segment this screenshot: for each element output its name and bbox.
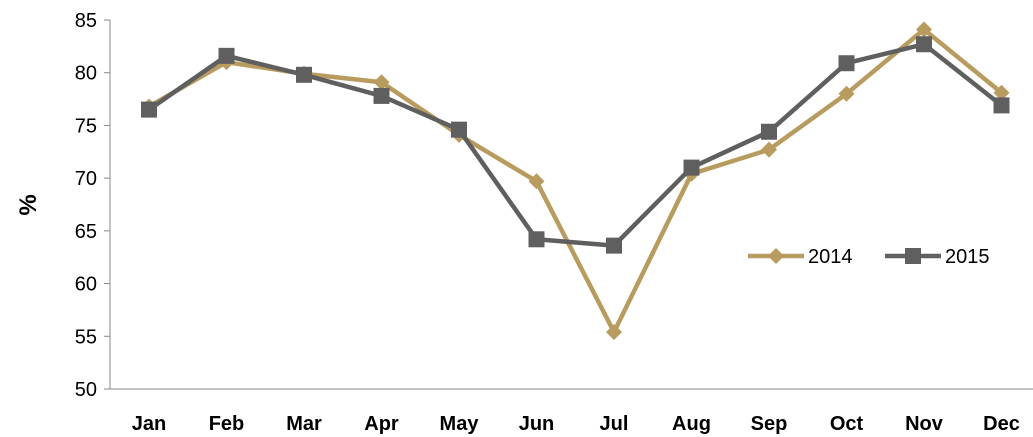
y-tick-label: 80 (75, 63, 97, 85)
data-point-marker (838, 55, 855, 72)
legend-label: 2014 (808, 246, 853, 268)
y-tick-label: 55 (75, 326, 97, 348)
series-2015 (141, 36, 1010, 254)
x-tick-label: Jul (600, 413, 629, 435)
data-point-marker (993, 97, 1010, 114)
x-tick-label: Sep (751, 413, 788, 435)
data-point-marker (606, 237, 622, 254)
data-point-marker (141, 101, 157, 118)
x-tick-label: May (440, 413, 480, 435)
x-tick-label: Apr (364, 413, 399, 435)
y-tick-label: 65 (75, 221, 97, 243)
x-tick-label: Dec (983, 413, 1020, 435)
series-line (147, 27, 1003, 335)
x-tick-label: Jun (519, 413, 555, 435)
data-point-marker (761, 141, 777, 158)
series-2014 (141, 21, 1010, 341)
y-tick-label: 50 (75, 379, 97, 401)
data-point-marker (761, 123, 777, 140)
data-point-marker (451, 121, 467, 138)
legend-item-2015: 2015 (885, 246, 990, 268)
y-tick-label: 60 (75, 274, 97, 296)
x-tick-label: Oct (830, 413, 864, 435)
data-point-marker (373, 87, 390, 104)
x-tick-label: Feb (209, 413, 245, 435)
legend: 2014 2015 (748, 246, 990, 268)
x-tick-label: Mar (286, 413, 322, 435)
y-tick-label: 85 (75, 10, 97, 32)
x-tick-label: Aug (672, 413, 711, 435)
x-tick-label: Nov (905, 413, 944, 435)
data-point-marker (916, 21, 932, 38)
series-layer (141, 21, 1010, 341)
data-point-marker (838, 85, 855, 102)
data-point-marker (916, 36, 932, 53)
data-point-marker (528, 173, 545, 190)
legend-label: 2015 (945, 246, 990, 268)
legend-swatch-marker (768, 248, 784, 264)
x-tick-labels: Jan Feb Mar Apr May Jun Jul Aug Sep Oct Nov Dec (132, 413, 1020, 435)
data-point-marker (606, 324, 622, 341)
y-axis-title: % (15, 194, 42, 215)
y-tick-label: 75 (75, 115, 97, 137)
y-tick-labels: 50 55 60 65 70 75 80 85 (75, 10, 110, 401)
legend-swatch-marker (905, 248, 921, 264)
series-line (147, 41, 1003, 248)
x-tick-label: Jan (132, 413, 166, 435)
data-point-marker (296, 66, 312, 83)
data-point-marker (683, 159, 700, 176)
y-tick-label: 70 (75, 168, 97, 190)
data-point-marker (528, 231, 545, 248)
data-point-marker (373, 74, 390, 91)
data-point-marker (993, 84, 1010, 101)
data-point-marker (218, 47, 235, 64)
legend-item-2014: 2014 (748, 246, 853, 268)
